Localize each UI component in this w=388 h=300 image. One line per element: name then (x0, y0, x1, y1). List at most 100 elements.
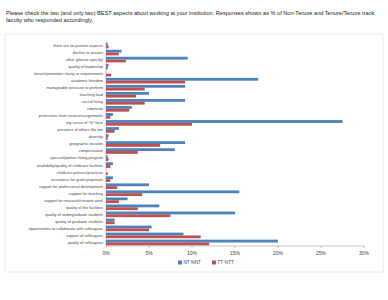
bar (106, 113, 113, 116)
bar (106, 155, 108, 158)
category-label: support of colleagues (66, 233, 103, 238)
category-label: other (please specify) (66, 57, 104, 62)
bar (106, 193, 142, 196)
category-label: spousal/partner hiring program (50, 155, 103, 160)
bar (106, 50, 121, 53)
bar (106, 158, 109, 161)
category-label: assistance for grant proposals (51, 177, 103, 182)
legend-label: TT %TT (218, 260, 234, 265)
category-label: support for professional development (39, 184, 104, 189)
bar (106, 148, 175, 151)
category-label: commute (87, 106, 103, 111)
tick-label: 20% (273, 250, 284, 256)
category-label: quality of the facilities (66, 205, 103, 210)
bar (106, 226, 152, 229)
category-label: availability/quality of childcare facili… (37, 163, 103, 168)
category-label: quality of colleagues (68, 240, 103, 245)
bar (106, 214, 171, 217)
tick-label: 5% (145, 250, 153, 256)
category-label: diversity (89, 134, 103, 139)
category-label: tenure/promotion clarity or requirements (34, 71, 103, 76)
bar (106, 179, 110, 182)
bar (106, 81, 185, 84)
bar (106, 144, 160, 147)
bar (106, 204, 159, 207)
tick-label: 25% (316, 250, 327, 256)
tick (235, 246, 236, 248)
bar (106, 88, 145, 91)
bar (106, 53, 119, 56)
category-label: quality of leadership (68, 64, 103, 69)
bar (106, 99, 185, 102)
tick (321, 246, 322, 248)
bar (106, 151, 138, 154)
legend-swatch (212, 261, 216, 265)
bar (106, 200, 119, 203)
bar (106, 183, 149, 186)
bar (106, 127, 119, 130)
category-label: presence of others like me (57, 127, 103, 132)
category-label: academic freedom (71, 78, 103, 83)
x-axis (106, 246, 364, 247)
bar (106, 71, 107, 74)
category-label: cost of living (82, 99, 103, 104)
tick-label: 0% (102, 250, 110, 256)
bar (106, 186, 117, 189)
bar (106, 120, 343, 123)
bar (106, 46, 109, 49)
category-label: decline to answer (73, 50, 104, 55)
chart: 0% 5% 10% 15% 20% 25% 30% there are no positive… (0, 0, 388, 300)
bar (106, 123, 192, 126)
bar (106, 78, 258, 81)
tick (278, 246, 279, 248)
tick (192, 246, 193, 248)
bar (106, 242, 209, 245)
bar (106, 43, 108, 46)
category-label: childcare policies/practices (57, 170, 103, 175)
tick (149, 246, 150, 248)
bar (106, 207, 138, 210)
bar (106, 221, 115, 224)
tick-label: 15% (230, 250, 241, 256)
category-label: compensation (79, 148, 103, 153)
tick (364, 246, 365, 248)
bar (106, 162, 113, 165)
bar (106, 134, 109, 137)
bar (106, 240, 278, 243)
category-label: geographic location (69, 141, 103, 146)
category-label: my sense of "fit" here (66, 120, 103, 125)
bar (106, 102, 145, 105)
category-label: protections from service/assignments (39, 113, 103, 118)
bar (106, 130, 115, 133)
bar (106, 235, 201, 238)
bar (106, 212, 235, 215)
bar (106, 109, 129, 112)
category-label: teaching load (80, 92, 103, 97)
bar (106, 190, 239, 193)
category-label: support for teaching (69, 191, 103, 196)
category-label: there are no positive aspects (53, 43, 103, 48)
bar (106, 116, 110, 119)
tick-label: 10% (187, 250, 198, 256)
bar (106, 67, 108, 70)
bar (106, 95, 136, 98)
frame (5, 34, 383, 272)
legend-label: NT %NT (184, 260, 201, 265)
bar (106, 64, 109, 67)
bars (106, 43, 343, 246)
tick-label: 30% (359, 250, 370, 256)
bar (106, 197, 128, 200)
title: Please check the two (and only two) BEST… (6, 10, 378, 24)
legend-swatch (178, 261, 182, 265)
tick (106, 246, 107, 248)
category-label: opportunities to collaborate with collea… (29, 226, 103, 231)
bar (106, 85, 185, 88)
bar (106, 141, 185, 144)
bar (106, 60, 126, 63)
bar (106, 137, 108, 140)
category-label: quality of undergraduate students (45, 212, 103, 217)
bar (106, 169, 107, 172)
bar (106, 74, 111, 77)
bar (106, 176, 113, 179)
bar (106, 233, 183, 236)
